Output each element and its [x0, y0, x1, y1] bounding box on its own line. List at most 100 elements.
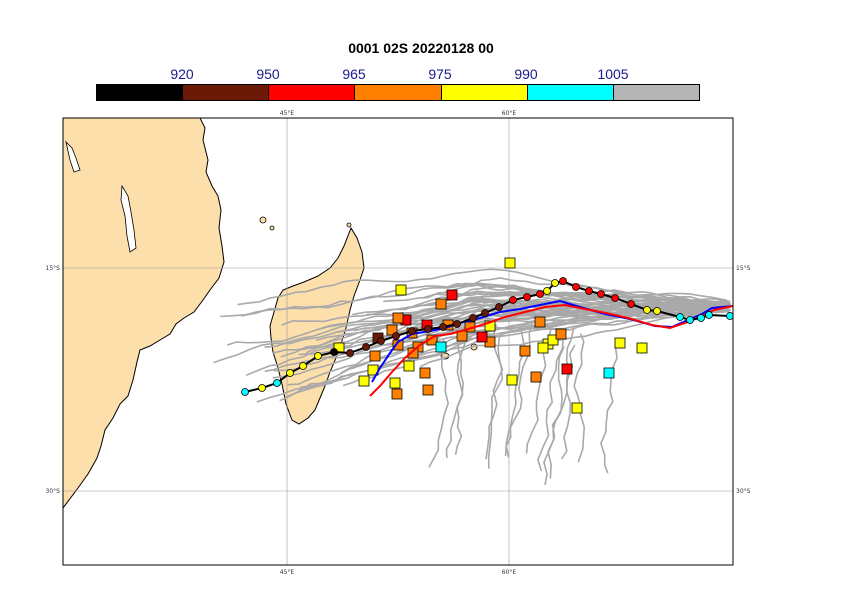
island [346, 222, 352, 228]
forecast-track-blue [371, 299, 733, 383]
ensemble-marker [395, 284, 407, 296]
africa-land [63, 118, 225, 509]
scale-label-1005: 1005 [597, 66, 629, 82]
island [259, 216, 267, 224]
best-track-point [611, 294, 619, 302]
ensemble-track [485, 324, 504, 460]
best-track-point [536, 290, 544, 298]
lon-label-bottom-45: 45°E [280, 569, 295, 576]
best-track-point [453, 320, 461, 328]
colorbar-segment-6 [613, 85, 699, 100]
ensemble-marker [537, 342, 549, 354]
forecast-track-red [369, 303, 733, 397]
best-track-point [676, 313, 684, 321]
best-track-point [392, 332, 400, 340]
ensemble-marker [422, 384, 434, 396]
colorbar-segment-2 [269, 85, 356, 100]
ensemble-marker [386, 324, 398, 336]
ensemble-track [281, 290, 728, 326]
best-track-point [559, 277, 567, 285]
pressure-colorbar [96, 84, 700, 101]
best-track-point [643, 306, 651, 314]
ensemble-track [264, 294, 731, 348]
ensemble-marker [561, 363, 573, 375]
ensemble-marker [403, 360, 415, 372]
lon-label-bottom-60: 60°E [502, 569, 517, 576]
best-track-point [273, 379, 281, 387]
best-track-point [551, 279, 559, 287]
ensemble-track [547, 346, 565, 479]
best-track-point [408, 327, 416, 335]
ensemble-marker [571, 402, 583, 414]
ensemble-marker [603, 367, 615, 379]
colorbar-segment-1 [183, 85, 270, 100]
ensemble-track [600, 345, 618, 474]
ensemble-marker [614, 337, 626, 349]
ensemble-marker [534, 316, 546, 328]
scale-label-975: 975 [428, 66, 452, 82]
ensemble-marker [435, 341, 447, 353]
best-track-point [495, 303, 503, 311]
colorbar-segment-5 [527, 85, 614, 100]
best-track-point [543, 287, 551, 295]
ensemble-track [483, 301, 729, 310]
best-track-point [597, 290, 605, 298]
ensemble-marker [435, 298, 447, 310]
grid [63, 118, 733, 565]
lat-label-right-15: 15°S [736, 265, 751, 272]
lake-shape [65, 140, 81, 173]
ensemble-marker [446, 289, 458, 301]
best-track-point [726, 312, 733, 320]
best-track [241, 277, 733, 396]
best-track-point [299, 362, 307, 370]
lat-label-right-30: 30°S [736, 488, 751, 495]
scale-label-920: 920 [170, 66, 194, 82]
lat-label-left-15: 15°S [46, 265, 61, 272]
ensemble-marker [389, 377, 401, 389]
colorbar-segment-0 [97, 85, 184, 100]
ensemble-track [487, 336, 504, 469]
lon-label-top-45: 45°E [280, 110, 295, 117]
ensemble-track [428, 338, 449, 468]
ensemble-track [456, 277, 727, 303]
ensemble-track [445, 322, 465, 459]
best-track-point [686, 316, 694, 324]
best-track-point [286, 369, 294, 377]
best-track-point [424, 325, 432, 333]
ensemble-marker [358, 375, 370, 387]
ensemble-marker [484, 320, 496, 332]
best-track-point [258, 384, 266, 392]
best-track-point [346, 349, 354, 357]
lat-label-left-30: 30°S [46, 488, 61, 495]
ensemble-marker [407, 347, 419, 359]
best-track-point [469, 314, 477, 322]
forecast-tracks [369, 299, 733, 397]
chart-title: 0001 02S 20220128 00 [348, 40, 494, 56]
ensemble-track [537, 336, 565, 472]
ensemble-marker [392, 339, 404, 351]
ensemble-marker [555, 328, 567, 340]
ensemble-marker [504, 257, 516, 269]
ensemble-marker [636, 342, 648, 354]
ensemble-marker [530, 371, 542, 383]
ensemble-track [510, 306, 726, 318]
best-track-point [241, 388, 249, 396]
best-track-point [377, 337, 385, 345]
ensemble-marker [506, 374, 518, 386]
best-track-point [585, 287, 593, 295]
ensemble-marker [392, 312, 404, 324]
map-frame [62, 117, 734, 566]
ensemble-track [272, 298, 729, 354]
colorbar-segment-3 [355, 85, 442, 100]
ensemble-track [366, 298, 726, 316]
ensemble-track [560, 327, 575, 460]
ensemble-marker [476, 331, 488, 343]
best-track-point [362, 343, 370, 351]
best-track-point [653, 307, 661, 315]
ensemble-track [573, 333, 586, 463]
best-track-point [697, 314, 705, 322]
ensemble-marker [519, 345, 531, 357]
best-track-point [481, 309, 489, 317]
best-track-point [627, 300, 635, 308]
